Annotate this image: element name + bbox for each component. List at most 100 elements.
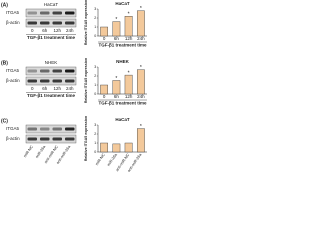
blot-band — [52, 79, 62, 83]
y-axis-label: Relative ITGA5 expression — [84, 58, 88, 103]
blot-band — [27, 79, 37, 83]
y-tick-label: 3 — [94, 65, 96, 69]
blot-xlabel: TGF-β1 treatment time — [27, 35, 76, 40]
y-tick-label: 0 — [94, 150, 96, 154]
x-tick-label: miR-NC — [95, 153, 106, 167]
x-tick-label: 6h — [114, 94, 120, 99]
blot-band — [40, 11, 50, 15]
blot-row-label: β-actin — [6, 20, 20, 25]
blot-row-label: β-actin — [6, 78, 20, 83]
blot-lane-label: miR-26a — [35, 144, 47, 159]
y-tick-label: 2 — [94, 132, 96, 136]
blot-band — [65, 79, 75, 83]
significance: * — [128, 70, 130, 76]
bar — [124, 142, 133, 153]
blot-cell-line: NHEK — [45, 60, 58, 65]
blot-row-label: β-actin — [6, 136, 20, 141]
blot-band — [52, 127, 62, 131]
bar — [112, 143, 121, 153]
y-tick-label: 1 — [94, 83, 96, 87]
blot-strip — [25, 76, 77, 86]
blot-lane-label: 24h — [66, 86, 74, 91]
blot-band — [52, 69, 62, 73]
bar — [100, 84, 108, 95]
x-tick-label: 0 — [103, 36, 106, 41]
blot-band — [27, 127, 37, 131]
x-axis-label: TGF-β1 treatment time — [98, 43, 147, 48]
bar — [136, 128, 145, 153]
blot-lane-label: 24h — [66, 28, 74, 33]
x-tick-label: 6h — [114, 36, 120, 41]
blot-band — [27, 69, 37, 73]
y-tick-label: 1 — [94, 25, 96, 29]
blot-band — [65, 21, 75, 25]
blot-lane-label: 0 — [31, 28, 34, 33]
x-tick-label: 12h — [125, 94, 133, 99]
blot-cell-line: HaCaT — [44, 2, 59, 7]
significance: * — [140, 6, 142, 12]
bar — [124, 74, 133, 95]
blot-band — [27, 11, 37, 15]
blot-strip — [25, 8, 77, 18]
bar — [112, 80, 121, 95]
bar — [136, 69, 145, 95]
y-tick-label: 2 — [94, 74, 96, 78]
blot-band — [27, 137, 37, 141]
blot-row-label: ITGA5 — [6, 68, 20, 73]
blot-xlabel: TGF-β1 treatment time — [27, 93, 76, 98]
y-tick-label: 3 — [94, 7, 96, 11]
blot-band — [65, 137, 75, 141]
bar — [100, 26, 108, 37]
blot-strip — [25, 66, 77, 76]
blot-band — [65, 127, 75, 131]
blot-band — [40, 79, 50, 83]
bar — [124, 16, 133, 37]
bar — [136, 10, 145, 37]
blot-row-label: ITGA5 — [6, 10, 20, 15]
blot-band — [40, 137, 50, 141]
x-tick-label: miR-26a — [107, 152, 119, 167]
blot-band — [27, 21, 37, 25]
blot-strip — [25, 124, 77, 134]
x-tick-label: 24h — [137, 36, 145, 41]
significance: * — [140, 124, 142, 130]
blot-lane-label: 6h — [42, 28, 48, 33]
blot-band — [65, 69, 75, 73]
x-tick-label: 24h — [137, 94, 145, 99]
panel-label: (B) — [1, 60, 8, 66]
y-tick-label: 0 — [94, 92, 96, 96]
blot-band — [52, 137, 62, 141]
blot-lane-label: 12h — [53, 86, 61, 91]
significance: * — [140, 65, 142, 71]
bar — [112, 21, 121, 37]
y-tick-label: 3 — [94, 123, 96, 127]
blot-row-label: ITGA5 — [6, 126, 20, 131]
blot-strip — [25, 134, 77, 144]
blot-band — [40, 127, 50, 131]
blot-strip — [25, 18, 77, 28]
significance: * — [115, 76, 117, 82]
bar — [100, 142, 108, 153]
panel-label: (A) — [1, 2, 8, 8]
blot-band — [52, 11, 62, 15]
blot-band — [40, 69, 50, 73]
y-tick-label: 1 — [94, 141, 96, 145]
y-axis-label: Relative ITGA5 expression — [84, 0, 88, 45]
blot-lane-label: 6h — [42, 86, 48, 91]
chart-title: HaCaT — [115, 1, 130, 6]
page: (A) HaCaT ITGA5 β-actin 0 6h 12h 24h TGF-β1 trea… — [1, 0, 147, 173]
blot-lane-label: miR-NC — [23, 145, 34, 159]
y-tick-label: 0 — [94, 34, 96, 38]
x-tick-label: 0 — [103, 94, 106, 99]
y-axis-label: Relative ITGA5 expression — [84, 116, 88, 161]
chart-title: NHEK — [116, 59, 130, 64]
y-tick-label: 2 — [94, 16, 96, 20]
significance: * — [115, 17, 117, 23]
blot-lane-label: 0 — [31, 86, 34, 91]
x-tick-label: 12h — [125, 36, 133, 41]
blot-lane-label: 12h — [53, 28, 61, 33]
x-axis-label: TGF-β1 treatment time — [98, 101, 147, 106]
blot-band — [52, 21, 62, 25]
blot-band — [65, 11, 75, 15]
chart-title: HaCaT — [115, 117, 130, 122]
